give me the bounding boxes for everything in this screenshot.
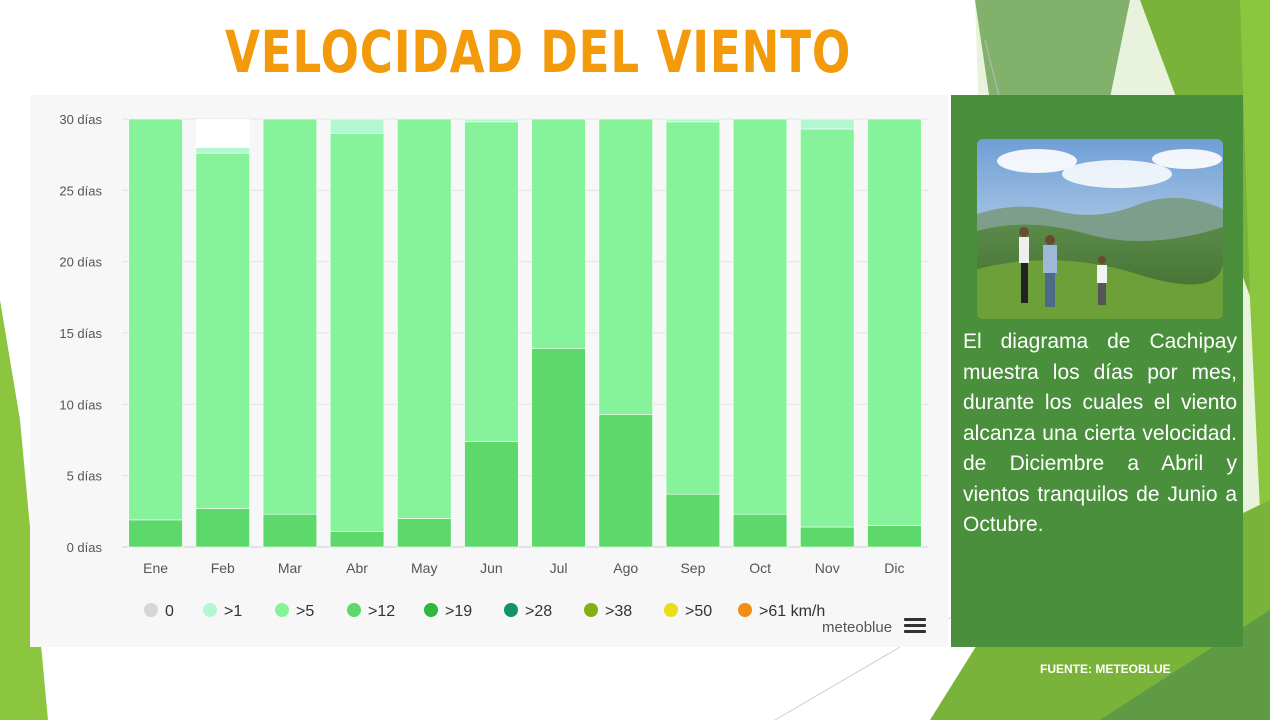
legend-swatch (144, 603, 158, 617)
x-tick-label: Ene (143, 560, 168, 576)
stacked-bar-chart: 0 días 5 días 10 días 15 días 20 días 25 días… (59, 112, 928, 620)
legend-item[interactable]: 0 (144, 603, 174, 620)
legend-swatch (275, 603, 289, 617)
bar-segment-dic[interactable] (867, 118, 922, 526)
menu-icon-bar (904, 630, 926, 633)
legend-label: >28 (525, 603, 552, 620)
legend-item[interactable]: >5 (275, 603, 314, 620)
legend-label: >61 km/h (759, 603, 825, 620)
x-tick-label: Jun (480, 560, 503, 576)
bar-segment-ago[interactable] (598, 118, 653, 415)
legend: 0 >1 >5 >12 >19 >28 >38 >50 >61 km/h (144, 603, 825, 620)
bar-segment-feb[interactable] (195, 508, 250, 548)
bar-segment-oct[interactable] (732, 513, 788, 548)
x-tick-label: May (411, 560, 437, 576)
x-tick-label: Mar (278, 560, 302, 576)
legend-swatch (664, 603, 678, 617)
legend-swatch (347, 603, 361, 617)
bar-segment-sep[interactable] (665, 118, 721, 123)
bar-segment-jun[interactable] (464, 121, 519, 442)
bar-segment-nov[interactable] (800, 526, 855, 548)
bar-segment-dic[interactable] (867, 525, 922, 548)
bar-segment-feb[interactable] (195, 147, 250, 154)
source-label: FUENTE: METEOBLUE (1040, 662, 1171, 676)
menu-icon-bar (904, 624, 926, 627)
grid-lines (122, 118, 928, 548)
bar-segment-abr[interactable] (329, 118, 385, 134)
legend-item[interactable]: >19 (424, 603, 472, 620)
menu-icon-bar (904, 618, 926, 621)
legend-label: >1 (224, 603, 242, 620)
legend-item[interactable]: >38 (584, 603, 632, 620)
x-tick-label: Nov (815, 560, 840, 576)
bar-segment-jun[interactable] (464, 118, 519, 123)
x-tick-label: Dic (884, 560, 904, 576)
landscape-photo (977, 139, 1223, 319)
bar-segment-nov[interactable] (800, 128, 855, 528)
legend-swatch (424, 603, 438, 617)
meteoblue-logo: meteoblue (822, 619, 893, 636)
y-tick-label: 5 días (67, 469, 103, 484)
legend-swatch (738, 603, 752, 617)
bar-segment-oct[interactable] (732, 118, 788, 515)
landscape-image (977, 139, 1223, 319)
bar-segment-jul[interactable] (531, 118, 586, 349)
bar-segment-jul[interactable] (531, 348, 586, 548)
page-title: VELOCIDAD DEL VIENTO (225, 18, 852, 86)
bar-segment-sep[interactable] (665, 121, 721, 495)
y-tick-label: 15 días (59, 326, 102, 341)
x-tick-label: Feb (211, 560, 235, 576)
y-tick-label: 30 días (59, 112, 102, 127)
bar-segment-ene[interactable] (128, 519, 183, 548)
legend-item[interactable]: >61 km/h (738, 603, 825, 620)
legend-swatch (504, 603, 518, 617)
bar-segment-may[interactable] (397, 518, 452, 548)
y-tick-label: 20 días (59, 255, 102, 270)
bar-background (195, 119, 250, 148)
legend-item[interactable]: >50 (664, 603, 712, 620)
bar-segment-abr[interactable] (329, 132, 385, 532)
bar-segment-mar[interactable] (262, 118, 318, 515)
bar-segment-ene[interactable] (128, 118, 183, 521)
bar-segment-feb[interactable] (195, 152, 250, 509)
bar-segment-sep[interactable] (665, 493, 721, 548)
legend-label: >38 (605, 603, 632, 620)
bar-segment-jun[interactable] (464, 441, 519, 548)
y-tick-label: 10 días (59, 397, 102, 412)
legend-item[interactable]: >1 (203, 603, 242, 620)
bar-segment-mar[interactable] (262, 513, 318, 548)
x-tick-label: Sep (680, 560, 705, 576)
x-tick-label: Ago (613, 560, 638, 576)
legend-label: >12 (368, 603, 395, 620)
info-panel: El diagrama de Cachipay muestra los días… (951, 95, 1243, 647)
y-tick-label: 0 días (67, 540, 103, 555)
legend-swatch (584, 603, 598, 617)
legend-label: >19 (445, 603, 472, 620)
legend-label: >50 (685, 603, 712, 620)
bar-segment-may[interactable] (397, 118, 452, 519)
y-tick-label: 25 días (59, 183, 102, 198)
bar-segment-ago[interactable] (598, 414, 653, 548)
bars (128, 118, 922, 548)
legend-swatch (203, 603, 217, 617)
legend-label: >5 (296, 603, 314, 620)
legend-item[interactable]: >28 (504, 603, 552, 620)
bar-segment-abr[interactable] (329, 531, 385, 548)
legend-item[interactable]: >12 (347, 603, 395, 620)
legend-label: 0 (165, 603, 174, 620)
x-tick-label: Jul (550, 560, 568, 576)
bar-segment-nov[interactable] (800, 118, 855, 130)
chart-menu-button[interactable] (904, 615, 926, 637)
x-tick-label: Oct (749, 560, 771, 576)
x-tick-label: Abr (346, 560, 368, 576)
y-tick-labels: 0 días 5 días 10 días 15 días 20 días 25 días… (59, 112, 102, 555)
description-text: El diagrama de Cachipay muestra los días… (963, 330, 1237, 536)
x-tick-labels: Ene Feb Mar Abr May Jun Jul Ago Sep Oct Nov Dic (143, 560, 904, 576)
chart-panel: 0 días 5 días 10 días 15 días 20 días 25 días… (30, 95, 948, 647)
